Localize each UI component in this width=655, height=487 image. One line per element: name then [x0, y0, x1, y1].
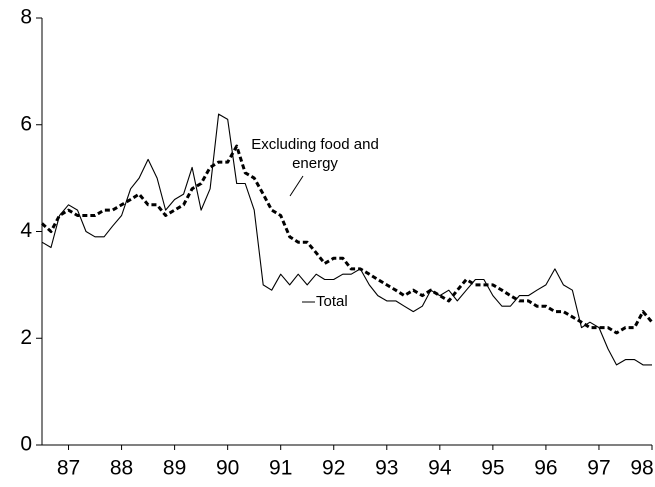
x-tick-label: 92 — [322, 457, 345, 480]
x-tick-label: 93 — [375, 457, 398, 480]
y-tick-label: 4 — [20, 219, 32, 242]
y-tick-label: 6 — [20, 112, 32, 135]
x-tick-label: 97 — [587, 457, 610, 480]
x-tick-label: 95 — [481, 457, 504, 480]
x-tick-label: 98 — [630, 457, 653, 480]
y-tick-label: 8 — [20, 6, 32, 29]
y-tick-label: 0 — [20, 433, 32, 456]
x-tick-label: 96 — [534, 457, 557, 480]
series-label: Total — [316, 292, 348, 311]
series-line — [41, 144, 654, 335]
x-tick-label: 89 — [163, 457, 186, 480]
series-label: Excluding food and energy — [250, 135, 380, 173]
series-line — [41, 113, 652, 366]
x-tick-label: 87 — [57, 457, 80, 480]
y-tick-label: 2 — [20, 326, 32, 349]
x-tick-label: 91 — [269, 457, 292, 480]
x-tick-label: 94 — [428, 457, 452, 480]
x-tick-label: 88 — [110, 457, 133, 480]
label-pointer — [289, 175, 304, 197]
x-tick-label: 90 — [216, 457, 239, 480]
